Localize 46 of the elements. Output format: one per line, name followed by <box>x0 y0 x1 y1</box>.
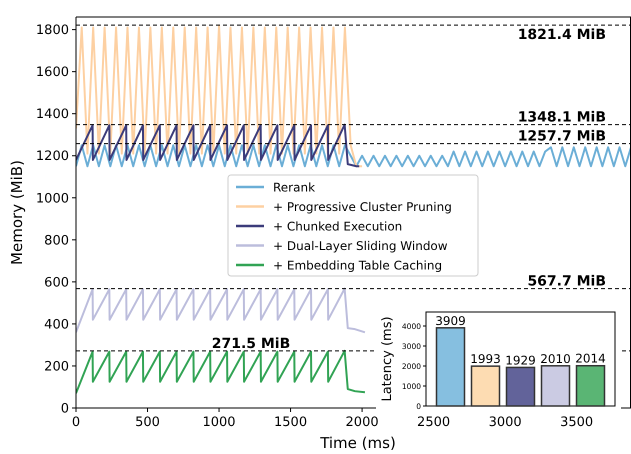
ref-line-label: 567.7 MiB <box>527 274 606 290</box>
y-tick-label: 1400 <box>36 107 69 122</box>
ref-line-label: 271.5 MiB <box>212 336 290 352</box>
legend-label: + Progressive Cluster Pruning <box>273 200 452 214</box>
x-tick-label: 500 <box>135 415 160 430</box>
legend-label: + Dual-Layer Sliding Window <box>273 239 448 253</box>
y-tick-label: 0 <box>60 402 69 416</box>
y-tick-label: 1600 <box>36 65 69 80</box>
y-tick-label: 400 <box>44 317 69 332</box>
y-axis-title: Memory (MiB) <box>8 160 26 265</box>
y-tick-label: 1800 <box>36 23 69 38</box>
legend-label: Rerank <box>273 180 316 194</box>
data-label: 1929 <box>505 353 536 368</box>
line-series <box>76 144 631 168</box>
bar <box>540 365 570 407</box>
data-label: 2014 <box>575 352 606 366</box>
x-tick-label: 2000 <box>346 415 379 430</box>
x-tick-label: 1000 <box>202 415 236 430</box>
y-tick-label: 1200 <box>36 149 69 164</box>
x-axis-title: Time (ms) <box>319 434 396 452</box>
bar <box>436 327 466 407</box>
y-tick-label: 600 <box>44 275 69 290</box>
data-label: 3909 <box>435 314 466 328</box>
x-tick-label: 1500 <box>274 415 308 430</box>
x-tick-label: 3500 <box>560 415 594 430</box>
x-tick-label: 2500 <box>417 415 450 430</box>
y-tick-label: 800 <box>44 233 69 248</box>
data-label: 2010 <box>540 352 571 366</box>
line-series <box>76 350 366 394</box>
ref-line-label: 1257.7 MiB <box>518 128 606 145</box>
ref-line-label: 1348.1 MiB <box>518 110 606 126</box>
bar <box>576 364 606 407</box>
line-series <box>76 24 364 168</box>
data-label: 1993 <box>470 352 501 366</box>
bar <box>470 365 500 407</box>
y-tick-label: 200 <box>44 359 69 374</box>
line-series <box>76 288 366 334</box>
legend-label: + Embedding Table Caching <box>273 258 442 272</box>
x-tick-label: 0 <box>72 415 80 430</box>
x-tick-label: 3000 <box>488 415 522 430</box>
y-axis-title: Latency (ms) <box>380 316 395 402</box>
line-series <box>76 124 360 168</box>
legend-label: + Chunked Execution <box>273 220 402 234</box>
bar <box>506 366 536 407</box>
ref-line-label: 1821.4 MiB <box>518 27 606 44</box>
y-tick-label: 1000 <box>36 191 69 206</box>
